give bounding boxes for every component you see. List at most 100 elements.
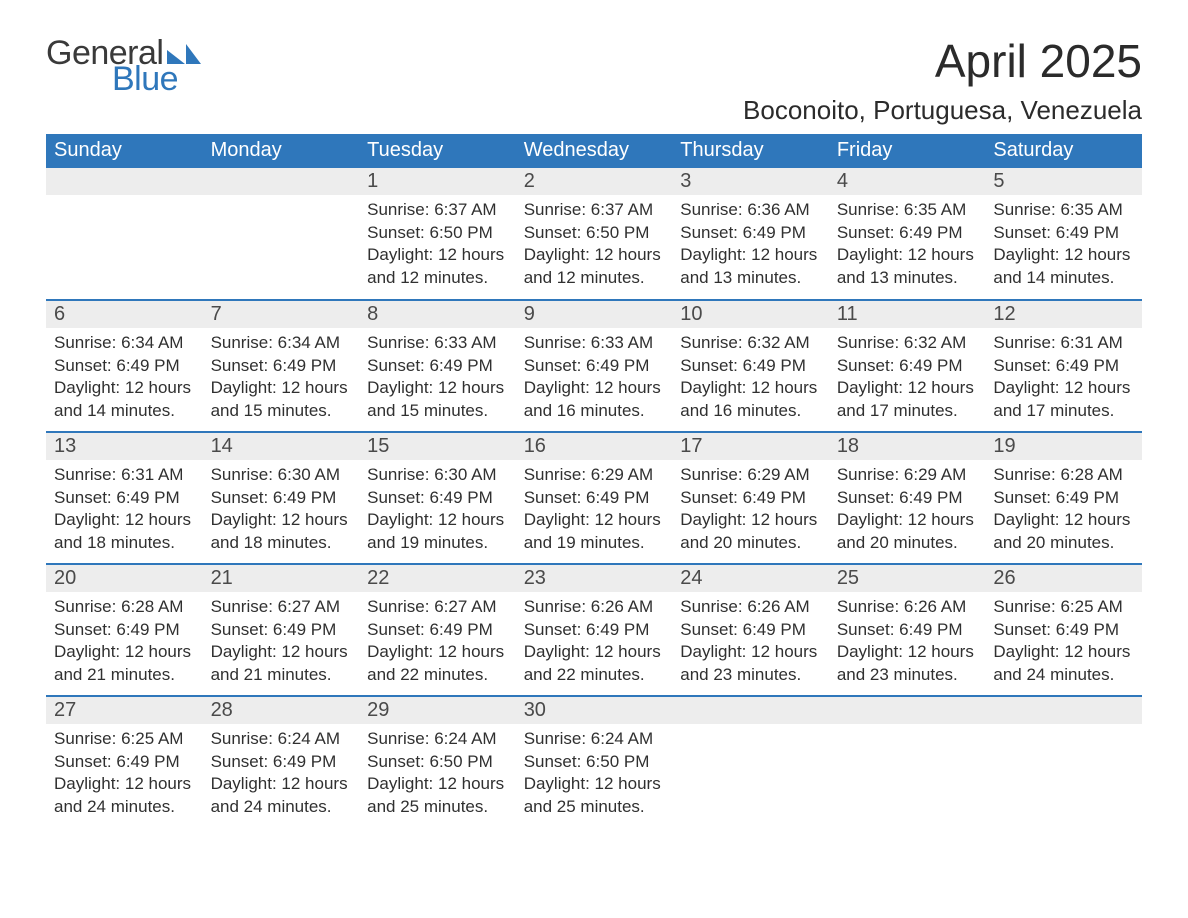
weekday-header: Saturday [985,134,1142,168]
day-detail: Sunrise: 6:30 AMSunset: 6:49 PMDaylight:… [359,460,516,556]
daylight-text: Daylight: 12 hours and 24 minutes. [54,773,195,819]
day-number: 5 [985,168,1142,195]
sunset-text: Sunset: 6:50 PM [524,222,665,245]
sunset-text: Sunset: 6:49 PM [680,355,821,378]
day-number: 1 [359,168,516,195]
weekday-header: Thursday [672,134,829,168]
day-detail: Sunrise: 6:35 AMSunset: 6:49 PMDaylight:… [829,195,986,291]
day-number: 3 [672,168,829,195]
day-detail: Sunrise: 6:24 AMSunset: 6:50 PMDaylight:… [516,724,673,820]
calendar-cell: 14Sunrise: 6:30 AMSunset: 6:49 PMDayligh… [203,432,360,564]
calendar-week-row: 20Sunrise: 6:28 AMSunset: 6:49 PMDayligh… [46,564,1142,696]
sunset-text: Sunset: 6:49 PM [680,487,821,510]
day-number: 20 [46,565,203,592]
calendar-cell: 6Sunrise: 6:34 AMSunset: 6:49 PMDaylight… [46,300,203,432]
daylight-text: Daylight: 12 hours and 13 minutes. [837,244,978,290]
calendar-cell: 29Sunrise: 6:24 AMSunset: 6:50 PMDayligh… [359,696,516,828]
title-block: April 2025 Boconoito, Portuguesa, Venezu… [743,36,1142,126]
sunrise-text: Sunrise: 6:36 AM [680,199,821,222]
sunset-text: Sunset: 6:50 PM [367,751,508,774]
sunset-text: Sunset: 6:49 PM [54,355,195,378]
day-number: 26 [985,565,1142,592]
calendar-cell: 3Sunrise: 6:36 AMSunset: 6:49 PMDaylight… [672,168,829,300]
day-detail: Sunrise: 6:25 AMSunset: 6:49 PMDaylight:… [985,592,1142,688]
calendar-cell: 27Sunrise: 6:25 AMSunset: 6:49 PMDayligh… [46,696,203,828]
sunset-text: Sunset: 6:49 PM [993,619,1134,642]
weekday-header: Wednesday [516,134,673,168]
day-detail: Sunrise: 6:24 AMSunset: 6:50 PMDaylight:… [359,724,516,820]
sunset-text: Sunset: 6:49 PM [54,751,195,774]
day-number: 29 [359,697,516,724]
day-number: 12 [985,301,1142,328]
sunset-text: Sunset: 6:49 PM [367,487,508,510]
page-header: General Blue April 2025 Boconoito, Portu… [46,36,1142,126]
calendar-cell [829,696,986,828]
daylight-text: Daylight: 12 hours and 12 minutes. [367,244,508,290]
sunrise-text: Sunrise: 6:25 AM [993,596,1134,619]
sunrise-text: Sunrise: 6:31 AM [54,464,195,487]
day-number [829,697,986,724]
calendar-cell: 28Sunrise: 6:24 AMSunset: 6:49 PMDayligh… [203,696,360,828]
day-detail: Sunrise: 6:25 AMSunset: 6:49 PMDaylight:… [46,724,203,820]
day-detail: Sunrise: 6:29 AMSunset: 6:49 PMDaylight:… [516,460,673,556]
sunrise-text: Sunrise: 6:29 AM [524,464,665,487]
day-detail: Sunrise: 6:34 AMSunset: 6:49 PMDaylight:… [203,328,360,424]
month-title: April 2025 [743,36,1142,87]
calendar-cell: 2Sunrise: 6:37 AMSunset: 6:50 PMDaylight… [516,168,673,300]
calendar-cell [985,696,1142,828]
weekday-header-row: Sunday Monday Tuesday Wednesday Thursday… [46,134,1142,168]
daylight-text: Daylight: 12 hours and 13 minutes. [680,244,821,290]
calendar-week-row: 1Sunrise: 6:37 AMSunset: 6:50 PMDaylight… [46,168,1142,300]
calendar-cell: 26Sunrise: 6:25 AMSunset: 6:49 PMDayligh… [985,564,1142,696]
daylight-text: Daylight: 12 hours and 22 minutes. [524,641,665,687]
day-number: 17 [672,433,829,460]
day-detail: Sunrise: 6:26 AMSunset: 6:49 PMDaylight:… [516,592,673,688]
sunset-text: Sunset: 6:49 PM [993,487,1134,510]
sunrise-text: Sunrise: 6:24 AM [367,728,508,751]
day-detail: Sunrise: 6:32 AMSunset: 6:49 PMDaylight:… [672,328,829,424]
calendar-cell: 20Sunrise: 6:28 AMSunset: 6:49 PMDayligh… [46,564,203,696]
day-detail: Sunrise: 6:32 AMSunset: 6:49 PMDaylight:… [829,328,986,424]
day-number: 23 [516,565,673,592]
calendar-week-row: 27Sunrise: 6:25 AMSunset: 6:49 PMDayligh… [46,696,1142,828]
calendar-cell: 4Sunrise: 6:35 AMSunset: 6:49 PMDaylight… [829,168,986,300]
daylight-text: Daylight: 12 hours and 15 minutes. [211,377,352,423]
day-number: 27 [46,697,203,724]
sunrise-text: Sunrise: 6:29 AM [837,464,978,487]
day-number: 10 [672,301,829,328]
calendar-cell [203,168,360,300]
sunset-text: Sunset: 6:49 PM [211,355,352,378]
day-number: 9 [516,301,673,328]
calendar-cell [672,696,829,828]
day-detail: Sunrise: 6:29 AMSunset: 6:49 PMDaylight:… [672,460,829,556]
day-detail: Sunrise: 6:37 AMSunset: 6:50 PMDaylight:… [359,195,516,291]
sunset-text: Sunset: 6:50 PM [524,751,665,774]
sunset-text: Sunset: 6:49 PM [993,222,1134,245]
day-number: 13 [46,433,203,460]
daylight-text: Daylight: 12 hours and 14 minutes. [54,377,195,423]
day-number: 11 [829,301,986,328]
sunrise-text: Sunrise: 6:27 AM [211,596,352,619]
sunrise-text: Sunrise: 6:37 AM [524,199,665,222]
calendar-week-row: 6Sunrise: 6:34 AMSunset: 6:49 PMDaylight… [46,300,1142,432]
day-detail: Sunrise: 6:27 AMSunset: 6:49 PMDaylight:… [203,592,360,688]
sunrise-text: Sunrise: 6:33 AM [524,332,665,355]
sunrise-text: Sunrise: 6:35 AM [993,199,1134,222]
calendar-table: Sunday Monday Tuesday Wednesday Thursday… [46,134,1142,828]
sunset-text: Sunset: 6:49 PM [993,355,1134,378]
daylight-text: Daylight: 12 hours and 18 minutes. [211,509,352,555]
daylight-text: Daylight: 12 hours and 25 minutes. [524,773,665,819]
daylight-text: Daylight: 12 hours and 14 minutes. [993,244,1134,290]
sunrise-text: Sunrise: 6:35 AM [837,199,978,222]
day-number: 14 [203,433,360,460]
day-number: 8 [359,301,516,328]
sunset-text: Sunset: 6:49 PM [211,487,352,510]
weekday-header: Monday [203,134,360,168]
calendar-cell: 17Sunrise: 6:29 AMSunset: 6:49 PMDayligh… [672,432,829,564]
daylight-text: Daylight: 12 hours and 21 minutes. [211,641,352,687]
calendar-cell: 11Sunrise: 6:32 AMSunset: 6:49 PMDayligh… [829,300,986,432]
calendar-cell: 16Sunrise: 6:29 AMSunset: 6:49 PMDayligh… [516,432,673,564]
calendar-body: 1Sunrise: 6:37 AMSunset: 6:50 PMDaylight… [46,168,1142,828]
day-number: 4 [829,168,986,195]
day-number: 15 [359,433,516,460]
